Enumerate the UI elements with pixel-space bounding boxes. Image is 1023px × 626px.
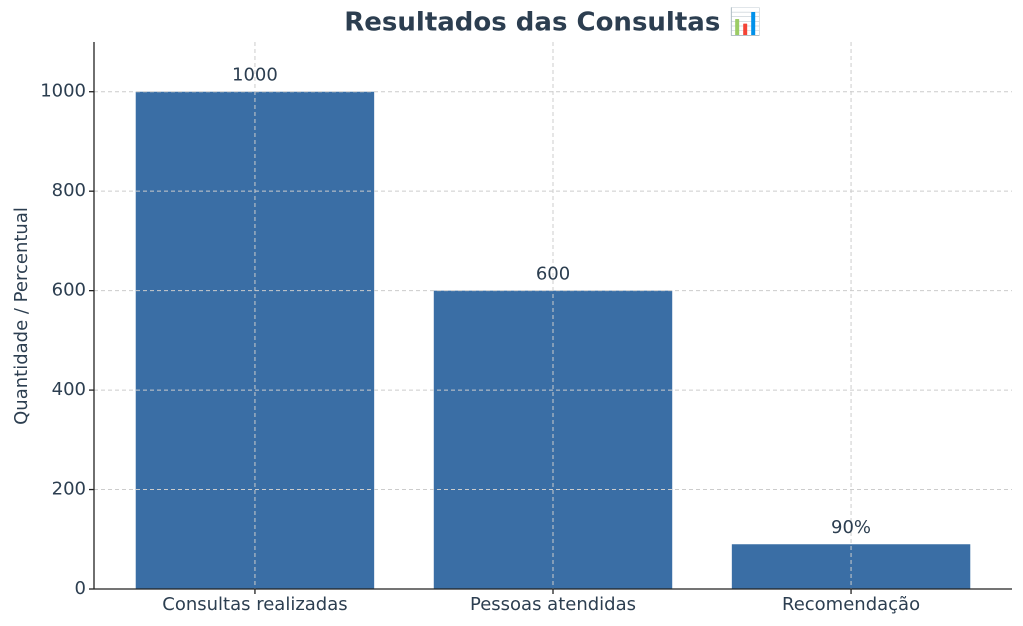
y-tick-label: 200 bbox=[52, 479, 86, 500]
bar bbox=[433, 290, 673, 589]
x-tick-label: Pessoas atendidas bbox=[470, 594, 636, 615]
value-label: 90% bbox=[831, 517, 871, 538]
y-tick-label: 0 bbox=[75, 578, 86, 599]
chart-title: Resultados das Consultas 📊 bbox=[344, 7, 761, 38]
y-tick-label: 400 bbox=[52, 379, 86, 400]
y-tick-label: 1000 bbox=[40, 81, 86, 102]
x-tick-label: Recomendação bbox=[782, 594, 920, 615]
y-axis-label: Quantidade / Percentual bbox=[11, 207, 32, 425]
y-tick-label: 600 bbox=[52, 280, 86, 301]
x-tick-label: Consultas realizadas bbox=[162, 594, 347, 615]
y-tick-label: 800 bbox=[52, 180, 86, 201]
value-label: 600 bbox=[536, 264, 570, 285]
value-label: 1000 bbox=[232, 65, 278, 86]
